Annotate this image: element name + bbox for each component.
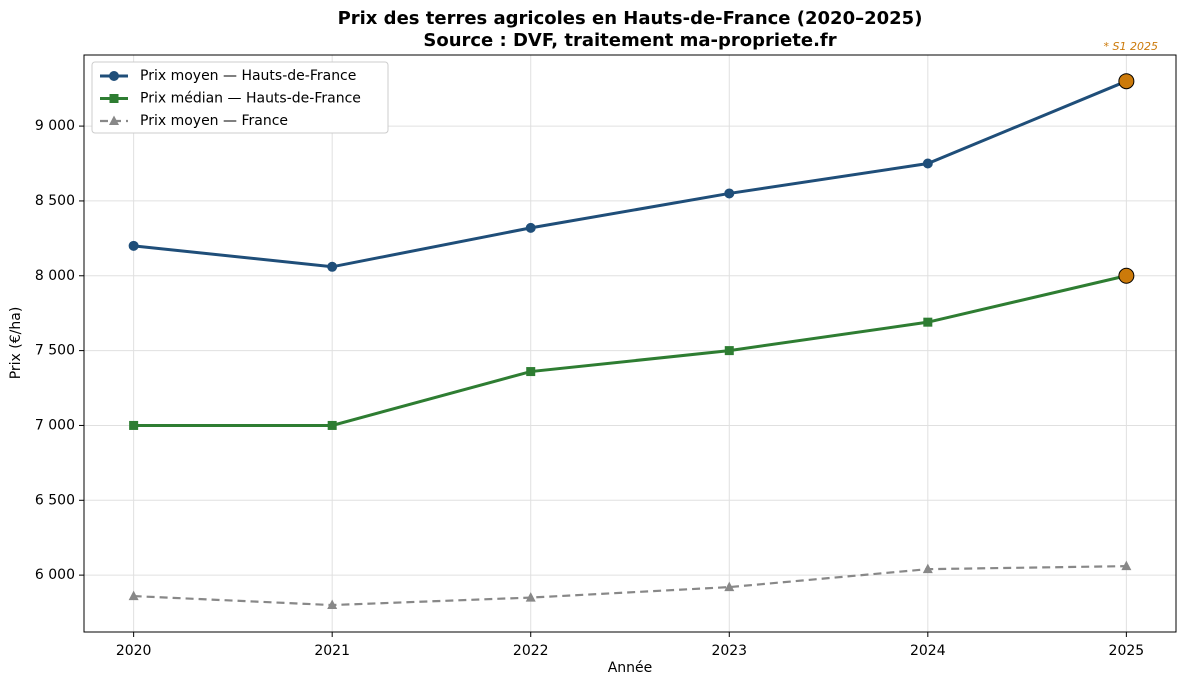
point [724,188,735,199]
point [526,367,536,377]
y-tick-label: 6 000 [35,567,75,583]
y-tick-label: 9 000 [35,118,75,134]
legend-marker [109,71,119,81]
series-line [133,79,1127,269]
y-tick-label: 8 000 [35,268,75,284]
highlight-point [1118,73,1135,90]
point [724,581,735,592]
point [129,420,139,430]
legend: Prix moyen — Hauts-de-France Prix médian … [91,61,389,134]
legend-marker [109,115,119,125]
series-line [133,565,1127,607]
y-tick-label: 7 500 [35,343,75,359]
point [923,317,933,327]
y-axis-label: Prix (€/ha) [8,307,24,380]
series-line [133,274,1127,427]
y-tick-label: 6 500 [35,492,75,508]
chart-title: Prix des terres agricoles en Hauts-de-Fr… [338,8,923,29]
x-tick-label: 2025 [1109,643,1145,659]
point [724,346,734,356]
x-axis-label: Année [608,660,653,676]
x-tick-label: 2022 [513,643,549,659]
legend-frame [91,61,389,134]
chart-subtitle: Source : DVF, traitement ma-propriete.fr [423,30,836,51]
highlight-point [1118,267,1135,284]
point [525,222,536,233]
point [1121,560,1132,571]
plot-frame [83,54,1177,633]
legend-label: Prix médian — Hauts-de-France [140,91,361,107]
x-tick-label: 2024 [910,643,946,659]
legend-label: Prix moyen — France [140,113,288,129]
point [128,240,139,251]
y-tick-label: 7 000 [35,417,75,433]
point [922,563,933,574]
x-tick-label: 2020 [116,643,152,659]
grid [84,55,1176,632]
point [525,592,536,602]
y-tick-label: 8 500 [35,193,75,209]
point [128,590,139,601]
point [922,158,933,169]
point [327,420,337,430]
x-tick-label: 2023 [711,643,747,659]
x-tick-label: 2021 [314,643,350,659]
legend-marker [109,94,119,103]
legend-label: Prix moyen — Hauts-de-France [140,68,356,84]
point [327,261,338,272]
point [327,599,338,610]
annotation: * S1 2025 [1104,40,1158,53]
